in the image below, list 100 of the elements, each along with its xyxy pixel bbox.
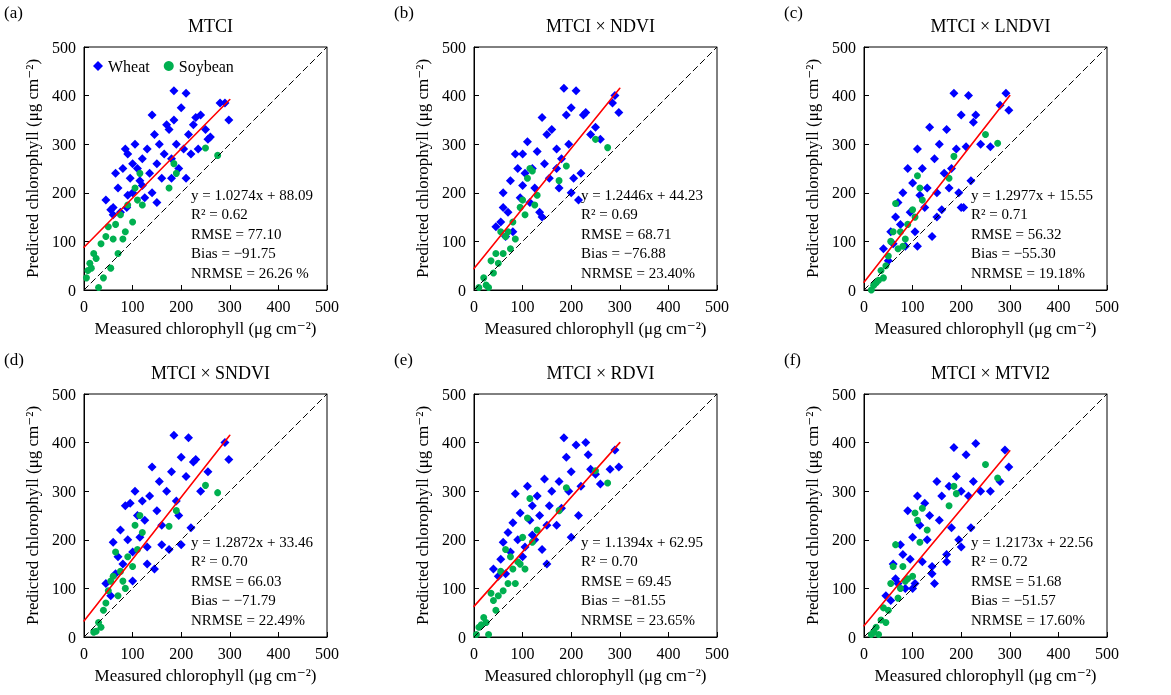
y-tick-label: 300: [52, 135, 76, 153]
chart-title: MTCI × SNDVI: [150, 363, 271, 383]
y-tick-label: 500: [52, 38, 76, 56]
annotation: y = 1.1394x + 62.95: [581, 533, 703, 550]
x-tick-label: 300: [607, 644, 632, 662]
annotation: Bias = −76.88: [581, 245, 666, 261]
x-tick-label: 100: [510, 297, 535, 315]
annotation: RMSE = 77.10: [191, 225, 282, 242]
x-tick-label: 500: [1095, 297, 1119, 315]
y-tick-label: 500: [832, 385, 856, 403]
annotation: NRMSE = 19.18%: [971, 264, 1085, 281]
y-axis-title: Predicted chlorophyll (μg cm⁻²): [803, 58, 823, 279]
x-tick-label: 200: [169, 297, 194, 315]
x-axis-title: Measured chlorophyll (μg cm⁻²): [94, 319, 317, 338]
annotation: RMSE = 51.68: [971, 572, 1062, 589]
x-tick-label: 300: [217, 644, 242, 662]
y-tick-label: 400: [52, 434, 76, 452]
x-tick-label: 400: [656, 644, 681, 662]
annotation: R² = 0.69: [581, 206, 638, 222]
chart-title: MTCI × MTVI2: [930, 363, 1051, 383]
x-tick-label: 0: [80, 644, 88, 662]
text: (f): [784, 350, 801, 369]
x-tick-label: 100: [120, 644, 145, 662]
y-tick-label: 500: [832, 38, 856, 56]
x-tick-label: 200: [949, 297, 974, 315]
annotation: y = 1.0274x + 88.09: [191, 186, 313, 203]
x-tick-label: 500: [315, 297, 339, 315]
x-tick-label: 200: [559, 644, 584, 662]
x-tick-label: 500: [705, 644, 729, 662]
annotation: RMSE = 66.03: [191, 572, 282, 589]
y-tick-label: 0: [68, 628, 76, 646]
y-tick-label: 300: [442, 135, 466, 153]
y-tick-label: 0: [848, 628, 856, 646]
x-tick-label: 100: [510, 644, 535, 662]
y-tick-label: 400: [832, 87, 856, 105]
x-tick-label: 400: [1046, 297, 1071, 315]
x-tick-label: 400: [266, 644, 291, 662]
x-axis-title: Measured chlorophyll (μg cm⁻²): [94, 666, 317, 685]
annotation: Bias − −71.79: [191, 592, 276, 608]
annotation: R² = 0.70: [191, 553, 248, 569]
annotation: RMSE = 56.32: [971, 225, 1062, 242]
annotation: RMSE = 69.45: [581, 572, 672, 589]
x-tick-label: 500: [315, 644, 339, 662]
y-tick-label: 500: [442, 385, 466, 403]
x-tick-label: 500: [1095, 644, 1119, 662]
y-tick-label: 100: [442, 232, 466, 250]
chart-title: MTCI × NDVI: [545, 16, 656, 36]
y-tick-label: 100: [52, 232, 76, 250]
y-tick-label: 400: [442, 434, 466, 452]
annotation: NRMSE = 23.65%: [581, 611, 695, 628]
annotation: Bias = −81.55: [581, 592, 666, 608]
text: (a): [4, 3, 23, 22]
annotation: y = 1.2173x + 22.56: [971, 533, 1094, 550]
y-tick-label: 200: [832, 184, 856, 202]
y-tick-label: 100: [442, 579, 466, 597]
annotation: R² = 0.62: [191, 206, 248, 222]
y-tick-label: 0: [458, 281, 466, 299]
annotation: NRMSE = 26.26 %: [191, 264, 309, 281]
annotation: R² = 0.70: [581, 553, 638, 569]
annotation: R² = 0.72: [971, 553, 1028, 569]
x-axis-title: Measured chlorophyll (μg cm⁻²): [484, 319, 707, 338]
y-axis-title: Predicted chlorophyll (μg cm⁻²): [803, 405, 823, 626]
y-tick-label: 100: [832, 232, 856, 250]
annotation: y = 1.2977x + 15.55: [971, 186, 1093, 203]
annotation: Bias = −91.75: [191, 245, 276, 261]
annotation: Bias = −55.30: [971, 245, 1056, 261]
x-tick-label: 400: [1046, 644, 1071, 662]
text: (c): [784, 3, 803, 22]
x-tick-label: 0: [470, 297, 478, 315]
y-tick-label: 200: [52, 184, 76, 202]
y-tick-label: 500: [52, 385, 76, 403]
legend-label: Soybean: [178, 57, 234, 76]
x-tick-label: 100: [120, 297, 145, 315]
x-tick-label: 400: [656, 297, 681, 315]
x-tick-label: 0: [80, 297, 88, 315]
chart-title: MTCI × RDVI: [546, 363, 655, 383]
text: (e): [394, 350, 413, 369]
x-axis-title: Measured chlorophyll (μg cm⁻²): [874, 319, 1097, 338]
annotation: y = 1.2872x + 33.46: [191, 533, 314, 550]
annotation: RMSE = 68.71: [581, 225, 672, 242]
y-tick-label: 400: [832, 434, 856, 452]
y-tick-label: 200: [442, 184, 466, 202]
y-tick-label: 400: [442, 87, 466, 105]
x-axis-title: Measured chlorophyll (μg cm⁻²): [874, 666, 1097, 685]
x-tick-label: 300: [217, 297, 242, 315]
legend-label: Wheat: [108, 57, 151, 75]
y-axis-title: Predicted chlorophyll (μg cm⁻²): [413, 405, 433, 626]
x-tick-label: 300: [997, 297, 1022, 315]
x-tick-label: 200: [949, 644, 974, 662]
x-tick-label: 300: [607, 297, 632, 315]
annotation: y = 1.2446x + 44.23: [581, 186, 703, 203]
y-tick-label: 200: [52, 531, 76, 549]
y-tick-label: 300: [832, 135, 856, 153]
y-tick-label: 300: [52, 482, 76, 500]
y-tick-label: 400: [52, 87, 76, 105]
x-tick-label: 0: [470, 644, 478, 662]
y-axis-title: Predicted chlorophyll (μg cm⁻²): [23, 58, 43, 279]
x-tick-label: 100: [900, 297, 925, 315]
y-tick-label: 500: [442, 38, 466, 56]
annotation: NRMSE = 22.49%: [191, 611, 305, 628]
